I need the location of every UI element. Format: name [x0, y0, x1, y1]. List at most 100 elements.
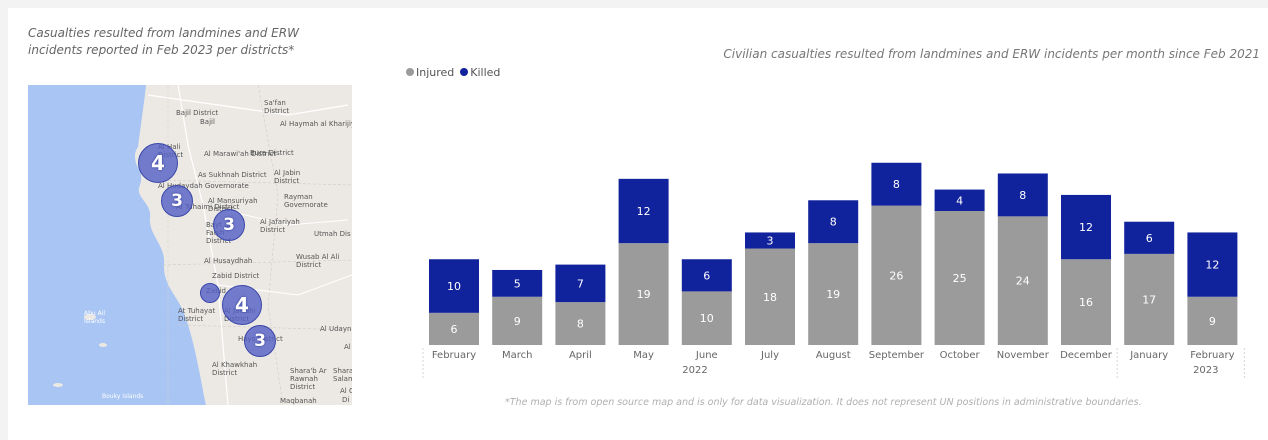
casualty-bubble[interactable]: 3	[213, 209, 245, 241]
x-group-label-2022: 2022	[682, 365, 707, 376]
place-label: Al	[344, 343, 351, 351]
bar-killed[interactable]	[1187, 232, 1238, 297]
legend-item-injured[interactable]: Injured	[406, 66, 454, 79]
data-label-injured: 9	[514, 315, 521, 328]
place-label: Utmah Dis	[314, 230, 351, 238]
bar-killed[interactable]	[934, 189, 985, 211]
place-label: At Tuhayat District	[178, 307, 216, 323]
place-label: As Sukhnah District	[198, 171, 267, 179]
bar-killed[interactable]	[997, 173, 1048, 217]
data-label-injured: 17	[1142, 293, 1156, 306]
casualty-bubble[interactable]: 3	[244, 325, 276, 357]
bar-killed[interactable]	[808, 200, 859, 244]
bar-injured[interactable]	[681, 291, 732, 345]
place-label: Al Jafariyah District	[260, 218, 300, 234]
place-label: Bajil District	[176, 109, 219, 117]
bar-killed[interactable]	[555, 264, 606, 303]
casualty-bubble[interactable]: 4	[138, 143, 178, 183]
bar-killed[interactable]	[492, 269, 543, 297]
data-label-killed: 7	[577, 277, 584, 290]
bar-injured[interactable]	[934, 211, 985, 345]
casualty-bubble-small[interactable]	[200, 283, 220, 303]
bar-injured[interactable]	[429, 312, 479, 345]
chart-title: Civilian casualties resulted from landmi…	[723, 47, 1260, 61]
bar-killed[interactable]	[1124, 221, 1175, 254]
bar-injured[interactable]	[1124, 253, 1175, 345]
data-label-injured: 24	[1016, 275, 1030, 288]
data-label-injured: 25	[953, 272, 967, 285]
place-label: Al Qa	[340, 387, 352, 395]
bar-killed[interactable]	[618, 178, 669, 244]
place-label: Al Husaydhah	[204, 257, 253, 265]
data-label-injured: 19	[637, 288, 651, 301]
legend-dot-killed	[460, 68, 469, 76]
bar-killed[interactable]	[681, 259, 732, 292]
boundary	[162, 259, 352, 266]
place-label: Bajil	[200, 118, 215, 126]
data-label-injured: 18	[763, 291, 777, 304]
place-label: Wusab Al Ali District	[296, 253, 340, 269]
bar-injured[interactable]	[871, 205, 922, 345]
casualty-map[interactable]: Bajil District Bajil Sa'fan District Al …	[28, 85, 352, 405]
place-label: Al Udayn D	[320, 325, 352, 333]
road	[147, 94, 349, 116]
x-tick-label: February	[1190, 350, 1234, 361]
data-label-killed: 12	[1205, 259, 1219, 272]
place-label: Rayman Governorate	[284, 193, 328, 209]
place-label: Abu Ail Islands	[84, 310, 106, 325]
chart-legend[interactable]: Injured Killed	[406, 65, 500, 79]
place-label: Al Jabin District	[274, 169, 301, 185]
x-tick-label: August	[816, 350, 851, 361]
x-tick-label: October	[940, 350, 981, 361]
place-label: Shara'b Ar Rawnah District	[290, 367, 327, 391]
sea-area	[28, 85, 206, 405]
bar-injured[interactable]	[1061, 259, 1111, 345]
data-label-killed: 12	[637, 205, 651, 218]
data-label-killed: 12	[1079, 221, 1093, 234]
legend-label-killed: Killed	[470, 65, 501, 79]
bar-killed[interactable]	[1061, 194, 1111, 260]
x-tick-label: November	[997, 350, 1050, 361]
x-tick-label: September	[869, 350, 925, 361]
bar-injured[interactable]	[1187, 296, 1238, 345]
footnote: *The map is from open source map and is …	[505, 397, 1142, 408]
x-tick-label: June	[695, 350, 718, 361]
data-label-injured: 19	[826, 288, 840, 301]
x-tick-label: May	[633, 350, 654, 361]
bar-injured[interactable]	[492, 296, 543, 345]
place-label: Shara Salam	[333, 367, 352, 383]
x-tick-label: July	[760, 350, 779, 361]
island	[99, 343, 107, 347]
bar-injured[interactable]	[808, 243, 859, 345]
map-title-line-2: incidents reported in Feb 2023 per distr…	[28, 43, 295, 57]
data-label-killed: 8	[1019, 189, 1026, 202]
bar-injured[interactable]	[997, 216, 1048, 345]
bar-injured[interactable]	[618, 243, 669, 345]
bar-killed[interactable]	[871, 162, 922, 206]
boundary	[257, 85, 284, 405]
place-label: Al Tuhaimi District	[176, 203, 240, 211]
map-title-line-1: Casualties resulted from landmines and E…	[28, 26, 299, 40]
data-label-killed: 8	[893, 178, 900, 191]
map-background	[28, 85, 352, 405]
data-label-injured: 26	[889, 269, 903, 282]
place-label: Al Haymah al Kharijiyah	[280, 120, 352, 128]
bar-injured[interactable]	[745, 248, 795, 345]
data-label-killed: 10	[447, 280, 461, 293]
casualty-bubble[interactable]: 4	[222, 285, 262, 325]
data-label-injured: 8	[577, 318, 584, 331]
data-label-killed: 6	[1146, 232, 1153, 245]
bar-killed[interactable]	[745, 232, 795, 249]
place-label: Bouky Islands	[102, 393, 144, 400]
place-label: Al Marawi'ah District	[204, 150, 277, 158]
data-label-killed: 6	[703, 269, 710, 282]
bar-injured[interactable]	[555, 302, 606, 345]
legend-item-killed[interactable]: Killed	[460, 66, 500, 79]
island	[53, 383, 63, 387]
data-label-injured: 9	[1209, 315, 1216, 328]
casualty-bubble[interactable]: 3	[161, 185, 193, 217]
data-label-injured: 10	[700, 312, 714, 325]
island	[84, 314, 96, 320]
bar-killed[interactable]	[429, 259, 479, 313]
